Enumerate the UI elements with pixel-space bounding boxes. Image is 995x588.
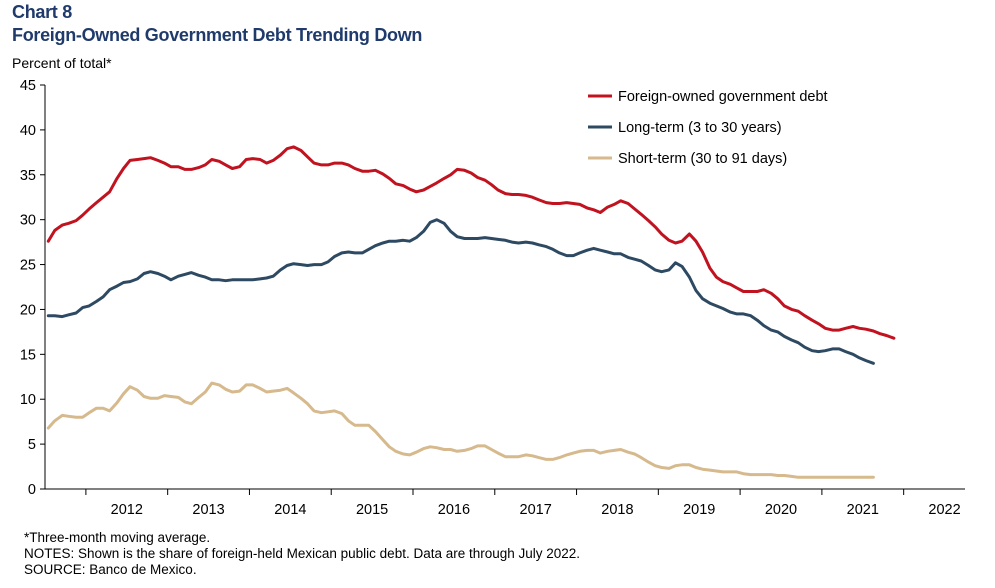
y-tick-label: 15 bbox=[20, 347, 36, 363]
x-tick-label: 2017 bbox=[520, 502, 552, 518]
x-tick-label: 2015 bbox=[356, 502, 388, 518]
y-tick-label: 20 bbox=[20, 302, 36, 318]
y-tick-label: 45 bbox=[20, 78, 36, 94]
x-tick-label: 2019 bbox=[683, 502, 715, 518]
y-tick-label: 5 bbox=[28, 437, 36, 453]
legend-label-2: Long-term (3 to 30 years) bbox=[618, 120, 782, 136]
chart-title: Foreign-Owned Government Debt Trending D… bbox=[12, 25, 423, 45]
x-tick-label: 2020 bbox=[765, 502, 797, 518]
y-tick-label: 0 bbox=[28, 482, 36, 498]
footnote-notes: NOTES: Shown is the share of foreign-hel… bbox=[24, 546, 581, 561]
x-tick-label: 2021 bbox=[847, 502, 879, 518]
x-tick-label: 2016 bbox=[438, 502, 470, 518]
y-tick-label: 30 bbox=[20, 213, 36, 229]
legend-label-3: Short-term (30 to 91 days) bbox=[618, 151, 787, 167]
x-tick-label: 2012 bbox=[111, 502, 143, 518]
y-tick-label: 25 bbox=[20, 258, 36, 274]
y-tick-label: 40 bbox=[20, 123, 36, 139]
series-line-2 bbox=[46, 218, 875, 365]
legend-label-1: Foreign-owned government debt bbox=[618, 89, 828, 105]
x-tick-label: 2013 bbox=[192, 502, 224, 518]
series-line-1 bbox=[46, 145, 896, 340]
footnote-moving-average: *Three-month moving average. bbox=[24, 530, 211, 545]
footnote-source: SOURCE: Banco de Mexico. bbox=[24, 562, 197, 577]
chart-number: Chart 8 bbox=[12, 2, 72, 22]
y-tick-label: 10 bbox=[20, 392, 36, 408]
series-line-3 bbox=[46, 381, 875, 479]
x-tick-label: 2022 bbox=[928, 502, 960, 518]
x-tick-label: 2018 bbox=[601, 502, 633, 518]
x-tick-label: 2014 bbox=[274, 502, 306, 518]
y-tick-label: 35 bbox=[20, 168, 36, 184]
y-axis-label: Percent of total* bbox=[12, 55, 112, 71]
